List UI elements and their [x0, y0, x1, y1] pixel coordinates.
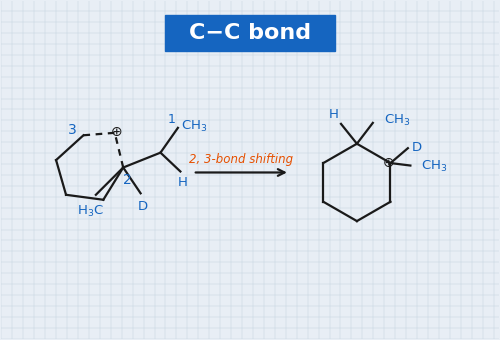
Text: D: D	[412, 141, 422, 154]
FancyBboxPatch shape	[166, 15, 334, 51]
Text: $\oplus$: $\oplus$	[110, 125, 122, 139]
Text: $\oplus$: $\oplus$	[382, 156, 394, 170]
Text: H: H	[329, 108, 339, 121]
Text: H: H	[178, 176, 188, 189]
Text: 2: 2	[123, 173, 132, 187]
Text: C−C bond: C−C bond	[189, 23, 311, 43]
Text: H$_3$C: H$_3$C	[78, 204, 104, 219]
Text: CH$_3$: CH$_3$	[182, 119, 208, 134]
Text: 3: 3	[68, 123, 77, 137]
Text: D: D	[138, 200, 147, 213]
Text: CH$_3$: CH$_3$	[422, 159, 448, 174]
Text: 1: 1	[168, 113, 176, 126]
Text: 2, 3-bond shifting: 2, 3-bond shifting	[189, 153, 294, 166]
Text: CH$_3$: CH$_3$	[384, 113, 410, 129]
